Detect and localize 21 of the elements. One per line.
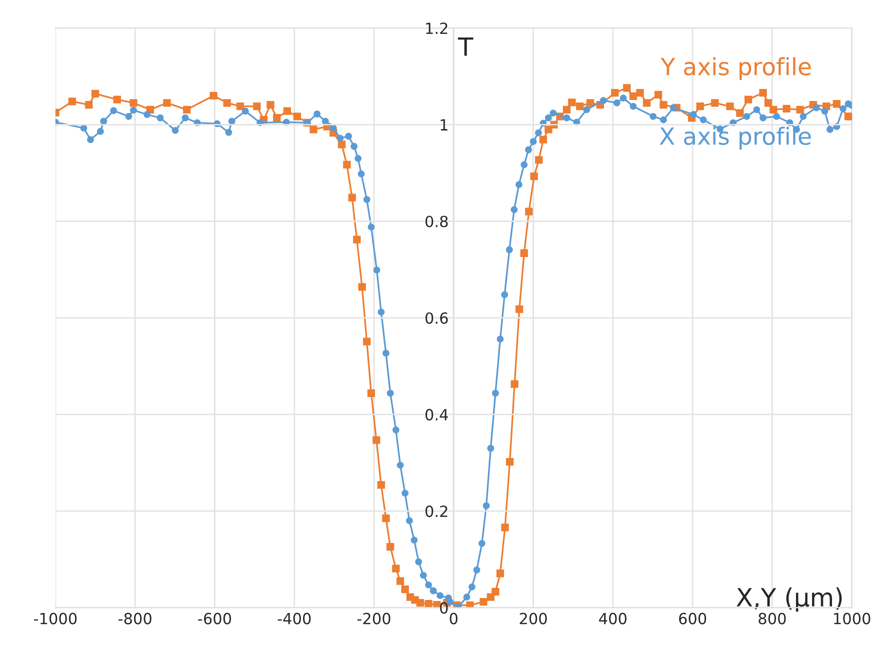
- x-tick-label: 800: [758, 612, 786, 624]
- x-tick-label: 400: [599, 612, 626, 624]
- y-tick-label: 1.2: [426, 22, 448, 34]
- x-tick-label: -200: [357, 612, 390, 624]
- series-label: X axis profile: [660, 126, 811, 150]
- x-tick-label: 200: [520, 612, 547, 624]
- y-tick-label: 1: [440, 119, 448, 130]
- x-tick-label: 0: [450, 612, 458, 624]
- y-tick-label: 0.6: [425, 312, 448, 324]
- y-tick-label: 0.2: [425, 506, 448, 518]
- x-tick-label: 1000: [834, 612, 870, 624]
- x-tick-label: -400: [278, 612, 311, 624]
- y-tick-label: 0.4: [425, 408, 448, 420]
- x-tick-label: 600: [679, 612, 706, 624]
- x-tick-label: -1000: [34, 612, 77, 624]
- y-axis-title: T: [458, 38, 474, 56]
- x-tick-label: -800: [118, 612, 152, 624]
- y-tick-label: 0.8: [425, 216, 448, 228]
- x-tick-label: -600: [198, 612, 232, 624]
- series-label: Y axis profile: [660, 57, 811, 80]
- x-axis-title: X,Y (μm): [736, 587, 842, 612]
